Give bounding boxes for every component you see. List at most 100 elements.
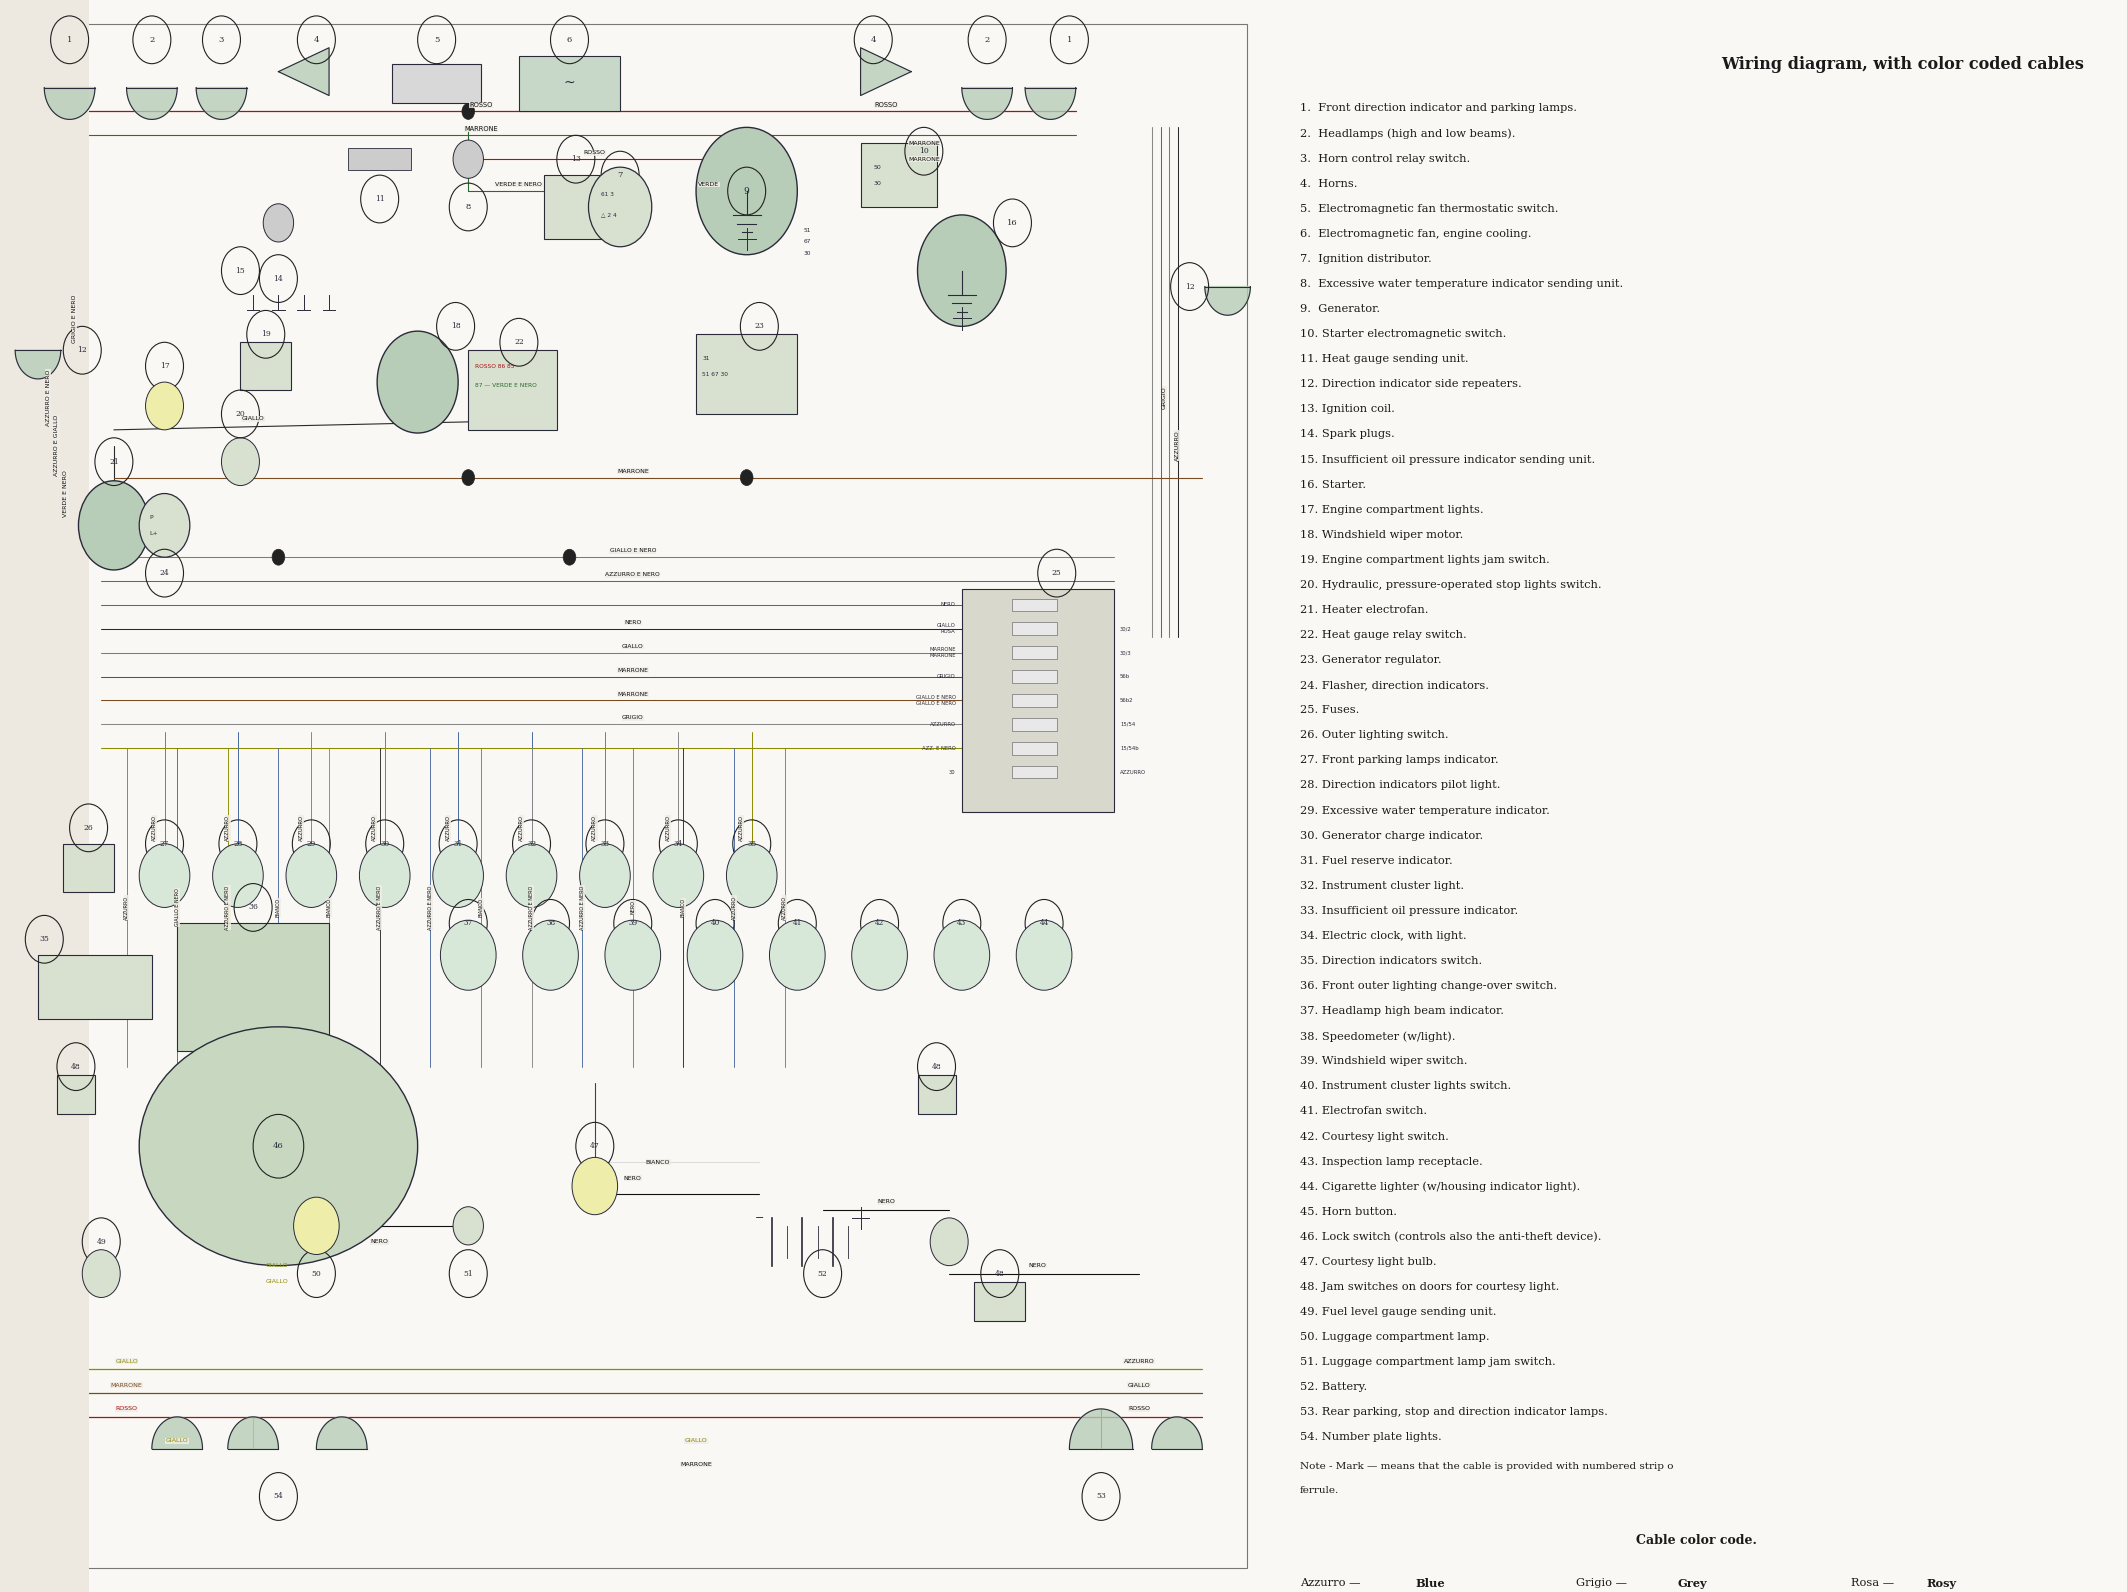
Text: 18: 18 (451, 322, 459, 331)
Text: 48. Jam switches on doors for courtesy light.: 48. Jam switches on doors for courtesy l… (1300, 1282, 1559, 1293)
Text: 39. Windshield wiper switch.: 39. Windshield wiper switch. (1300, 1057, 1468, 1067)
Text: △ 2 4: △ 2 4 (602, 212, 617, 218)
Bar (1012, 646, 1057, 659)
Text: 43. Inspection lamp receptacle.: 43. Inspection lamp receptacle. (1300, 1156, 1483, 1167)
Text: 34: 34 (674, 839, 683, 849)
Text: BIANCO: BIANCO (681, 898, 685, 917)
Text: 23. Generator regulator.: 23. Generator regulator. (1300, 656, 1442, 665)
Text: MARRONE: MARRONE (908, 156, 940, 162)
Circle shape (581, 844, 630, 907)
Text: 8.  Excessive water temperature indicator sending unit.: 8. Excessive water temperature indicator… (1300, 279, 1623, 290)
Circle shape (213, 844, 264, 907)
Polygon shape (1204, 287, 1251, 315)
Text: NERO: NERO (1029, 1262, 1046, 1269)
Text: GIALLO: GIALLO (1127, 1382, 1151, 1388)
Text: 37: 37 (464, 919, 472, 928)
Text: Wiring diagram, with color coded cables: Wiring diagram, with color coded cables (1721, 56, 2084, 73)
Text: 11: 11 (374, 194, 385, 204)
Text: AZZURRO: AZZURRO (591, 815, 598, 841)
Text: AZZ. E NERO: AZZ. E NERO (921, 745, 955, 751)
Text: 22. Heat gauge relay switch.: 22. Heat gauge relay switch. (1300, 630, 1468, 640)
Bar (1012, 694, 1057, 707)
Text: 54: 54 (274, 1492, 283, 1501)
Text: 28: 28 (234, 839, 242, 849)
Circle shape (604, 920, 661, 990)
Text: 15/54: 15/54 (1121, 721, 1136, 728)
Text: 30. Generator charge indicator.: 30. Generator charge indicator. (1300, 831, 1483, 841)
Text: GIALLO: GIALLO (266, 1262, 289, 1269)
Text: AZZURRO: AZZURRO (298, 815, 304, 841)
Text: 50. Luggage compartment lamp.: 50. Luggage compartment lamp. (1300, 1333, 1489, 1342)
Polygon shape (45, 88, 96, 119)
Text: L+: L+ (149, 530, 157, 537)
Text: VERDE E NERO: VERDE E NERO (496, 181, 542, 188)
Text: 21: 21 (108, 457, 119, 466)
Text: 40: 40 (710, 919, 719, 928)
Bar (1012, 670, 1057, 683)
Circle shape (564, 549, 576, 565)
Text: Rosa —: Rosa — (1850, 1578, 1897, 1589)
Text: 38: 38 (547, 919, 555, 928)
Text: 42. Courtesy light switch.: 42. Courtesy light switch. (1300, 1132, 1448, 1141)
Text: 2: 2 (149, 35, 155, 45)
Circle shape (696, 127, 798, 255)
Text: BIANCO: BIANCO (479, 898, 483, 917)
Text: 5: 5 (434, 35, 440, 45)
Text: GRIGIO: GRIGIO (936, 673, 955, 680)
Text: 3: 3 (219, 35, 223, 45)
Text: 7.  Ignition distributor.: 7. Ignition distributor. (1300, 253, 1431, 264)
Text: 8: 8 (466, 202, 470, 212)
Text: 14. Spark plugs.: 14. Spark plugs. (1300, 430, 1395, 439)
Text: 52: 52 (817, 1269, 827, 1278)
Text: ~: ~ (564, 76, 574, 89)
Bar (1012, 622, 1057, 635)
Text: 47: 47 (589, 1141, 600, 1151)
Text: GIALLO E NERO
GIALLO E NERO: GIALLO E NERO GIALLO E NERO (915, 696, 955, 705)
Circle shape (506, 844, 557, 907)
Text: 16. Starter.: 16. Starter. (1300, 479, 1366, 490)
Text: 16: 16 (1008, 218, 1017, 228)
Text: BIANCO: BIANCO (647, 1159, 670, 1165)
Text: 56b: 56b (1121, 673, 1129, 680)
Text: AZZURRO: AZZURRO (738, 815, 744, 841)
Text: AZZURRO: AZZURRO (151, 815, 157, 841)
Text: 1: 1 (1068, 35, 1072, 45)
Text: GRIGIO E NERO: GRIGIO E NERO (72, 295, 77, 342)
Circle shape (851, 920, 908, 990)
Bar (0, 0, 89, 1592)
Polygon shape (1025, 88, 1076, 119)
Text: 26: 26 (83, 823, 94, 833)
Text: 51: 51 (804, 228, 810, 234)
Text: ROSSO 86 85: ROSSO 86 85 (474, 363, 515, 369)
Bar (545, 175, 608, 239)
Text: 23: 23 (755, 322, 764, 331)
Text: 20: 20 (236, 409, 245, 419)
Text: 15: 15 (236, 266, 245, 275)
Text: MARRONE: MARRONE (908, 140, 940, 146)
Text: Rosy: Rosy (1927, 1578, 1957, 1589)
Circle shape (138, 494, 189, 557)
Text: 30/2: 30/2 (1121, 626, 1132, 632)
Text: 18. Windshield wiper motor.: 18. Windshield wiper motor. (1300, 530, 1463, 540)
Text: 67: 67 (804, 239, 810, 245)
Text: 30: 30 (874, 180, 881, 186)
Text: 24. Flasher, direction indicators.: 24. Flasher, direction indicators. (1300, 680, 1489, 691)
Text: 31: 31 (702, 355, 710, 361)
Text: GIALLO: GIALLO (115, 1358, 138, 1364)
Text: 61 3: 61 3 (602, 191, 615, 197)
Circle shape (462, 103, 474, 119)
Text: GIALLO: GIALLO (242, 416, 264, 422)
Text: 25: 25 (1053, 568, 1061, 578)
Text: NERO: NERO (876, 1199, 895, 1205)
Text: 56b2: 56b2 (1121, 697, 1134, 704)
Polygon shape (279, 48, 330, 96)
Text: 19. Engine compartment lights jam switch.: 19. Engine compartment lights jam switch… (1300, 554, 1551, 565)
Circle shape (83, 1250, 121, 1297)
Text: AZZURRO: AZZURRO (225, 815, 230, 841)
Text: ROSSO: ROSSO (583, 150, 606, 156)
Text: 28. Direction indicators pilot light.: 28. Direction indicators pilot light. (1300, 780, 1500, 791)
Text: ROSSO: ROSSO (1127, 1406, 1151, 1412)
Polygon shape (861, 48, 910, 96)
Text: 48: 48 (932, 1062, 942, 1071)
Text: ROSSO: ROSSO (874, 102, 898, 108)
